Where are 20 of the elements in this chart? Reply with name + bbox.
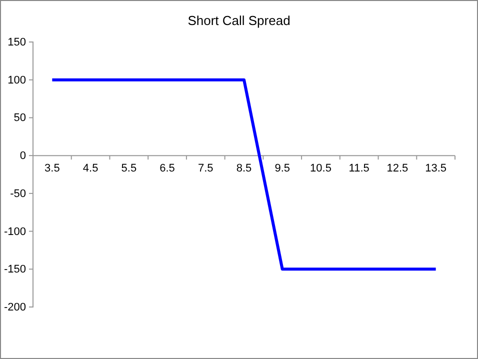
y-tick-label: -150 (4, 264, 26, 276)
y-tick-label: 0 (20, 150, 26, 162)
x-tick-label: 5.5 (121, 162, 137, 174)
x-tick-label: 8.5 (236, 162, 252, 174)
y-tick-label: 50 (14, 112, 26, 124)
chart-title: Short Call Spread (188, 13, 290, 28)
y-tick-label: 150 (8, 36, 26, 49)
y-tick-label: -200 (4, 302, 26, 314)
x-tick-label: 4.5 (82, 162, 98, 174)
x-tick-label: 3.5 (44, 162, 60, 174)
x-tick-label: 10.5 (310, 162, 332, 174)
y-tick-label: -100 (4, 226, 26, 238)
x-tick-label: 12.5 (386, 162, 408, 174)
y-tick-label: 100 (8, 74, 26, 86)
x-tick-label: 13.5 (425, 162, 447, 174)
x-tick-label: 6.5 (160, 162, 175, 174)
x-tick-label: 7.5 (198, 162, 214, 174)
y-tick-label: -50 (10, 188, 26, 200)
x-tick-label: 11.5 (348, 162, 370, 174)
x-tick-label: 9.5 (274, 162, 290, 174)
